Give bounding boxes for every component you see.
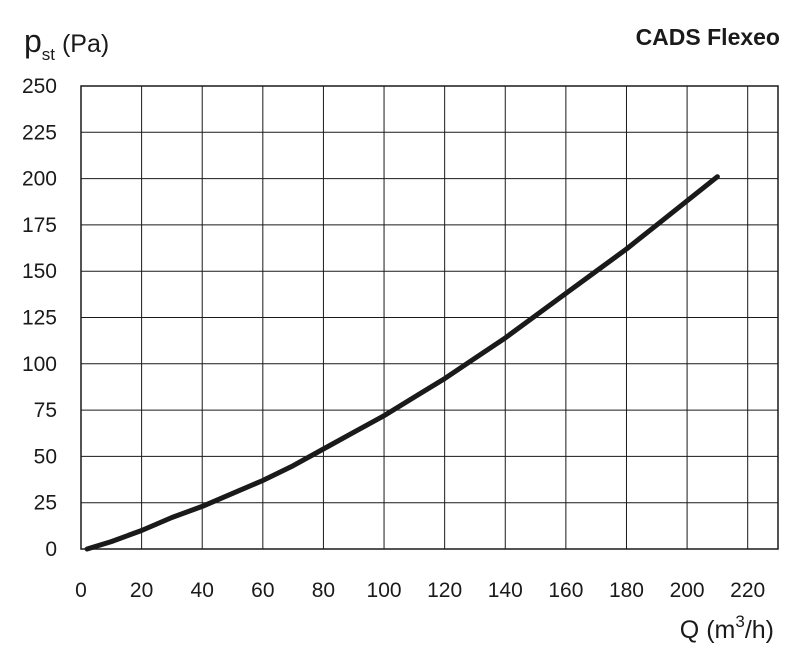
y-tick-label: 125	[22, 307, 57, 330]
x-tick-label: 20	[130, 579, 153, 602]
y-axis-title: pst (Pa)	[24, 23, 109, 64]
y-axis-title-sub: st	[42, 45, 56, 64]
x-axis-title-main: Q (m	[680, 616, 736, 644]
x-tick-label: 140	[488, 579, 523, 602]
x-axis-title: Q (m3/h)	[680, 612, 774, 644]
x-tick-label: 100	[367, 579, 402, 602]
y-tick-label: 75	[34, 399, 57, 422]
x-tick-labels: 0 20 40 60 80 100 120 140 160 180 200 220	[75, 579, 765, 602]
y-tick-label: 250	[22, 75, 57, 98]
y-tick-label: 150	[22, 260, 57, 283]
x-tick-label: 80	[312, 579, 335, 602]
x-tick-label: 200	[670, 579, 705, 602]
plot-frame	[80, 85, 779, 550]
y-tick-label: 25	[34, 492, 57, 515]
y-tick-label: 225	[22, 121, 57, 144]
chart-title: CADS Flexeo	[636, 24, 780, 50]
y-tick-label: 175	[22, 214, 57, 237]
x-tick-label: 220	[730, 579, 765, 602]
x-tick-label: 160	[548, 579, 583, 602]
x-tick-label: 0	[75, 579, 87, 602]
curves	[84, 174, 720, 552]
x-tick-label: 180	[609, 579, 644, 602]
x-axis-title-sup: 3	[735, 612, 744, 631]
y-tick-label: 100	[22, 353, 57, 376]
y-tick-labels: 0 25 50 75 100 125 150 175 200 225 250	[22, 75, 57, 561]
y-tick-label: 0	[45, 538, 57, 561]
x-tick-label: 120	[427, 579, 462, 602]
x-tick-label: 40	[191, 579, 214, 602]
x-tick-label: 60	[251, 579, 274, 602]
x-axis-title-unit: /h)	[745, 616, 774, 644]
y-tick-label: 50	[34, 445, 57, 468]
series-line-0	[84, 174, 720, 552]
grid	[80, 85, 779, 550]
y-axis-title-unit: (Pa)	[55, 30, 109, 58]
y-axis-title-main: p	[24, 23, 42, 59]
y-tick-label: 200	[22, 168, 57, 191]
